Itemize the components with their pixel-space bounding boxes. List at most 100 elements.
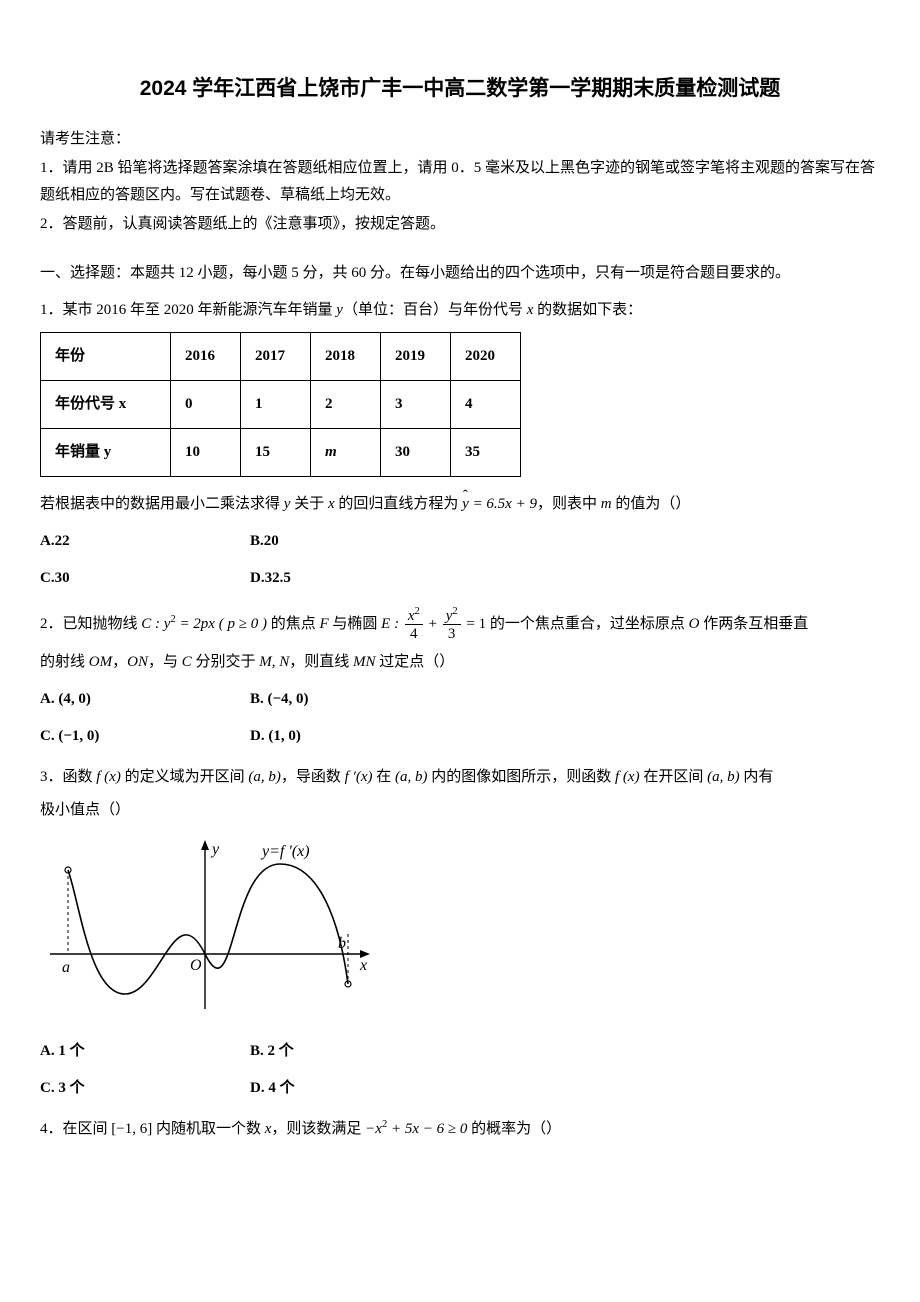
q1-posttable: 若根据表中的数据用最小二乘法求得 y 关于 x 的回归直线方程为 y = 6.5… [40,491,880,518]
t: 的射线 [40,654,89,670]
intv: [−1, 6] [111,1121,152,1137]
t: 过定点（） [376,654,455,670]
question-4: 4．在区间 [−1, 6] 内随机取一个数 x，则该数满足 −x2 + 5x −… [40,1116,880,1143]
eq: y = 6.5x + 9 [462,496,537,512]
q3-options: A. 1 个 B. 2 个 C. 3 个 D. 4 个 [40,1038,880,1102]
t: 与椭圆 [329,616,382,632]
t: 的焦点 [267,616,320,632]
cell-text: 年销量 y [55,444,111,460]
cell: 2020 [451,332,521,380]
opt-B: B.20 [250,528,460,555]
opt-C: C. (−1, 0) [40,723,250,750]
cell: 3 [381,380,451,428]
q3-graph: y x O a b y=f ′(x) [40,834,880,1024]
n: x [408,608,415,624]
t: 在开区间 [640,769,708,785]
opt-B: B. (−4, 0) [250,686,460,713]
plus: + [429,616,437,632]
c: C : y [141,616,170,632]
t: ，导函数 [281,769,345,785]
cell: 2017 [241,332,311,380]
opt-D: D.32.5 [250,565,460,592]
cell: 年销量 y [41,428,171,476]
opt-A: A. 1 个 [40,1038,250,1065]
cell: m [311,428,381,476]
y-arrow-icon [201,840,209,850]
frac1: x24 [405,606,423,644]
cell: 15 [241,428,311,476]
t: ，与 [148,654,182,670]
notice-item-1: 1．请用 2B 铅笔将选择题答案涂填在答题纸相应位置上，请用 0．5 毫米及以上… [40,155,880,209]
table-row: 年销量 y 10 15 m 30 35 [41,428,521,476]
notice-head: 请考生注意： [40,126,880,153]
fpx: f ′(x) [345,769,373,785]
opt-A: A.22 [40,528,250,555]
derivative-graph: y x O a b y=f ′(x) [40,834,370,1014]
q3-stem: 3．函数 f (x) 的定义域为开区间 (a, b)，导函数 f ′(x) 在 … [40,764,880,791]
cell: 年份 [41,332,171,380]
t: 3．函数 [40,769,96,785]
q4-stem: 4．在区间 [−1, 6] 内随机取一个数 x，则该数满足 −x2 + 5x −… [40,1116,880,1143]
q1-table: 年份 2016 2017 2018 2019 2020 年份代号 x 0 1 2… [40,332,521,477]
cell: 10 [171,428,241,476]
section-header: 一、选择题：本题共 12 小题，每小题 5 分，共 60 分。在每小题给出的四个… [40,260,880,287]
label-O: O [190,957,202,974]
cell: 年份代号 x [41,380,171,428]
t: 内有 [740,769,774,785]
MN2: MN [353,654,376,670]
t: ， [112,654,127,670]
eq1: = 1 [466,616,486,632]
t: 分别交于 [192,654,260,670]
opt-D: D. 4 个 [250,1075,460,1102]
ceq: = 2px ( p ≥ 0 ) [176,616,267,632]
MN: M, N [259,654,289,670]
cell: 35 [451,428,521,476]
t: 的回归直线方程为 [335,496,463,512]
E: E : [381,616,399,632]
label-y: y [210,841,220,858]
q1-pre: 1．某市 2016 年至 2020 年新能源汽车年销量 [40,302,336,318]
t: ，则表中 [537,496,601,512]
cell: 2016 [171,332,241,380]
F: F [319,616,328,632]
opt-C: C. 3 个 [40,1075,250,1102]
cell: 30 [381,428,451,476]
q2-stem-2: 的射线 OM，ON，与 C 分别交于 M, N，则直线 MN 过定点（） [40,649,880,676]
table-row: 年份 2016 2017 2018 2019 2020 [41,332,521,380]
t: ，则该数满足 [271,1121,365,1137]
q1-mid: （单位：百台）与年份代号 [343,302,527,318]
ab2: (a, b) [395,769,428,785]
fx2: f (x) [615,769,640,785]
OM: OM [89,654,112,670]
ON: ON [127,654,148,670]
curve [68,864,348,994]
cell: 2 [311,380,381,428]
opt-B: B. 2 个 [250,1038,460,1065]
q1-post: 的数据如下表： [533,302,642,318]
t: 2．已知抛物线 [40,616,141,632]
fx: f (x) [96,769,121,785]
label-b: b [338,935,346,952]
ab: (a, b) [248,769,281,785]
question-2: 2．已知抛物线 C : y2 = 2px ( p ≥ 0 ) 的焦点 F 与椭圆… [40,606,880,751]
q1-stem: 1．某市 2016 年至 2020 年新能源汽车年销量 y（单位：百台）与年份代… [40,297,880,324]
C: C [182,654,192,670]
cell-text: 年份代号 x [55,396,126,412]
t: 的值为（） [612,496,691,512]
cell: 0 [171,380,241,428]
label-a: a [62,959,70,976]
question-1: 1．某市 2016 年至 2020 年新能源汽车年销量 y（单位：百台）与年份代… [40,297,880,592]
table-row: 年份代号 x 0 1 2 3 4 [41,380,521,428]
question-3: 3．函数 f (x) 的定义域为开区间 (a, b)，导函数 f ′(x) 在 … [40,764,880,1102]
p1: −x [365,1121,382,1137]
t: 作两条互相垂直 [699,616,808,632]
t: 关于 [290,496,328,512]
t: 的概率为（） [467,1121,561,1137]
d: 3 [443,625,461,643]
opt-C: C.30 [40,565,250,592]
page-title: 2024 学年江西省上饶市广丰一中高二数学第一学期期末质量检测试题 [40,70,880,108]
t: 4．在区间 [40,1121,111,1137]
t: 的定义域为开区间 [121,769,249,785]
q2-stem: 2．已知抛物线 C : y2 = 2px ( p ≥ 0 ) 的焦点 F 与椭圆… [40,606,880,644]
q1-y: y [336,302,343,318]
